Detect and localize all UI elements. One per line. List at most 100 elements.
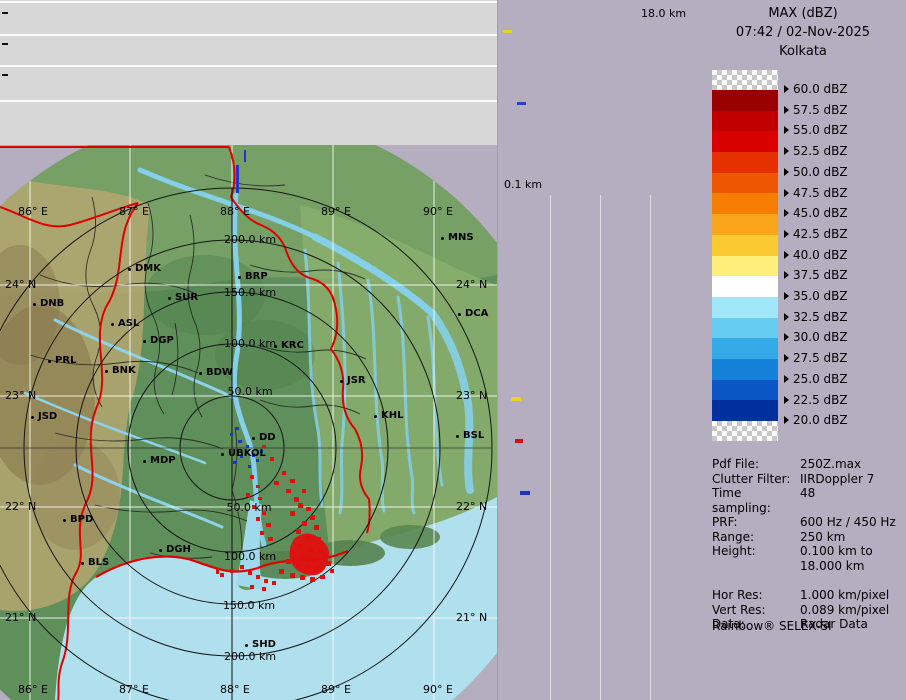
dbz-scale-label: 30.0 dBZ xyxy=(784,330,848,344)
dbz-scale-label: 32.5 dBZ xyxy=(784,310,848,324)
info-value: 0.089 km/pixel xyxy=(800,602,890,617)
info-value: 250Z.max xyxy=(800,457,862,471)
longitude-label-bottom: 86° E xyxy=(18,683,48,696)
height-gridline xyxy=(0,1,497,3)
dbz-scale-label: 50.0 dBZ xyxy=(784,165,848,179)
dbz-value-text: 57.5 dBZ xyxy=(793,102,848,117)
product-datetime: 07:42 / 02-Nov-2025 xyxy=(735,25,871,40)
arrow-right-icon xyxy=(784,85,789,93)
colorbar-color-cell xyxy=(712,379,778,401)
colorbar-checker-band xyxy=(712,70,778,90)
dbz-scale-label: 40.0 dBZ xyxy=(784,248,848,262)
info-label: PRF: xyxy=(712,515,738,529)
dbz-scale-label: 37.5 dBZ xyxy=(784,268,848,282)
arrow-right-icon xyxy=(784,105,789,114)
dbz-value-text: 52.5 dBZ xyxy=(793,144,848,159)
info-label: Data: xyxy=(712,617,745,631)
dbz-scale-label: 27.5 dBZ xyxy=(784,351,848,365)
info-row-time-sampling: Time sampling: 48 xyxy=(712,486,904,515)
colorbar-color-cell xyxy=(712,296,778,318)
dbz-value-text: 50.0 dBZ xyxy=(793,164,848,179)
dbz-value-text: 20.0 dBZ xyxy=(793,413,848,428)
dbz-value-text: 22.5 dBZ xyxy=(793,392,848,407)
range-ring-label: 100.0 km xyxy=(223,337,277,350)
info-value: 0.100 km to 18.000 km xyxy=(800,544,873,573)
dbz-scale-label: 22.5 dBZ xyxy=(784,393,848,407)
colorbar-color-cell xyxy=(712,234,778,256)
dbz-scale-label: 45.0 dBZ xyxy=(784,206,848,220)
info-label: Hor Res: xyxy=(712,588,763,602)
info-label: Time sampling: xyxy=(712,486,771,515)
dbz-scale-label: 52.5 dBZ xyxy=(784,144,848,158)
station-label-khl: KHL xyxy=(374,410,404,421)
range-ring-label: 150.0 km xyxy=(222,599,276,612)
dbz-value-text: 25.0 dBZ xyxy=(793,371,848,386)
axis-tick xyxy=(2,74,8,76)
height-gridline xyxy=(0,65,497,67)
station-label-bdw: BDW xyxy=(199,367,233,378)
height-gridline xyxy=(0,34,497,36)
legend-panel: MAX (dBZ) 07:42 / 02-Nov-2025 Kolkata Pd… xyxy=(700,0,906,700)
colorbar-color-cell xyxy=(712,255,778,277)
range-rings xyxy=(0,187,493,700)
station-name: Kolkata xyxy=(779,44,827,59)
side-height-gridline xyxy=(550,195,551,700)
colorbar-color-cell xyxy=(712,276,778,297)
panel-divider xyxy=(497,0,498,700)
station-label-mns: MNS xyxy=(441,232,474,243)
height-axis-min-label: 0.1 km xyxy=(504,178,543,191)
terrain-layer xyxy=(0,145,497,700)
info-row-data: Data: Radar Data xyxy=(712,617,904,632)
side-height-gridline xyxy=(650,195,651,700)
station-label-sur: SUR xyxy=(167,292,199,303)
arrow-right-icon xyxy=(784,167,789,176)
latitude-label-left: 23° N xyxy=(5,389,37,402)
info-row-vert-res: Vert Res: 0.089 km/pixel xyxy=(712,603,904,618)
dbz-value-text: 40.0 dBZ xyxy=(793,247,848,262)
station-label-krc: KRC xyxy=(274,340,304,351)
echo-mark xyxy=(236,165,239,193)
longitude-label-bottom: 89° E xyxy=(321,683,351,696)
colorbar-color-cell xyxy=(712,338,778,359)
arrow-right-icon xyxy=(784,188,789,197)
range-ring-label: 50.0 km xyxy=(227,385,273,398)
colorbar-color-cell xyxy=(712,152,778,173)
arrow-right-icon xyxy=(784,292,789,300)
axis-tick xyxy=(2,12,8,14)
arrow-right-icon xyxy=(784,374,789,383)
height-gridline xyxy=(0,100,497,102)
longitude-label-bottom: 88° E xyxy=(220,683,250,696)
range-ring-label: 150.0 km xyxy=(223,286,277,299)
dbz-value-text: 60.0 dBZ xyxy=(793,82,848,96)
station-label-brp: BRP xyxy=(238,271,268,282)
latitude-label-left: 21° N xyxy=(5,611,37,624)
echo-mark xyxy=(520,491,530,495)
dbz-scale-label: 35.0 dBZ xyxy=(784,289,848,303)
radar-map xyxy=(0,145,497,700)
arrow-right-icon xyxy=(784,126,789,135)
echo-mark xyxy=(515,439,523,443)
echo-mark xyxy=(244,150,246,162)
station-label-dgp: DGP xyxy=(143,335,174,346)
colorbar-color-cell xyxy=(712,110,778,132)
height-axis-max-label: 18.0 km xyxy=(641,7,687,20)
info-label: Pdf File: xyxy=(712,457,760,471)
dbz-colorbar xyxy=(712,70,778,441)
longitude-label-bottom: 90° E xyxy=(423,683,453,696)
station-label-dd: DD xyxy=(252,432,276,443)
echo-mark xyxy=(517,102,526,105)
info-row-height: Height: 0.100 km to 18.000 km xyxy=(712,544,904,573)
dbz-value-text: 30.0 dBZ xyxy=(793,330,848,345)
arrow-right-icon xyxy=(784,416,789,425)
station-label-bnk: BNK xyxy=(105,365,136,376)
station-label-dmk: DMK xyxy=(127,263,162,274)
info-value: 1.000 km/pixel xyxy=(800,588,890,602)
info-row-range: Range: 250 km xyxy=(712,530,904,545)
colorbar-color-cell xyxy=(712,193,778,215)
colorbar-color-cell xyxy=(712,172,778,194)
dbz-value-text: 47.5 dBZ xyxy=(793,185,848,200)
dbz-scale-label: 55.0 dBZ xyxy=(784,123,848,137)
echo-mark xyxy=(511,397,521,401)
arrow-right-icon xyxy=(784,147,789,156)
